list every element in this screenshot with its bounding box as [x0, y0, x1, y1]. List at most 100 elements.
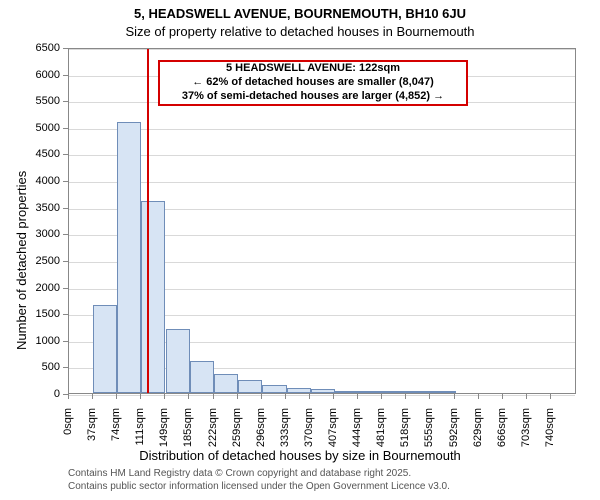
y-tick-label: 6000 — [0, 69, 60, 81]
y-tick-mark — [63, 341, 68, 342]
y-tick-mark — [63, 181, 68, 182]
x-tick-label: 149sqm — [158, 408, 170, 458]
histogram-bar — [432, 391, 456, 393]
x-tick-mark — [381, 394, 382, 399]
histogram-bar — [262, 385, 286, 393]
y-tick-label: 1000 — [0, 335, 60, 347]
x-tick-mark — [68, 394, 69, 399]
y-tick-label: 4500 — [0, 148, 60, 160]
x-tick-mark — [213, 394, 214, 399]
x-tick-mark — [478, 394, 479, 399]
x-tick-mark — [140, 394, 141, 399]
attribution-text: Contains HM Land Registry data © Crown c… — [68, 468, 450, 493]
chart-title-line1: 5, HEADSWELL AVENUE, BOURNEMOUTH, BH10 6… — [0, 6, 600, 21]
x-tick-mark — [164, 394, 165, 399]
chart-title-line2: Size of property relative to detached ho… — [0, 24, 600, 39]
x-tick-mark — [405, 394, 406, 399]
y-tick-mark — [63, 261, 68, 262]
histogram-bar — [335, 391, 359, 393]
histogram-chart: 5, HEADSWELL AVENUE, BOURNEMOUTH, BH10 6… — [0, 0, 600, 500]
histogram-bar — [238, 380, 262, 393]
x-tick-label: 370sqm — [303, 408, 315, 458]
annotation-line2: ← 62% of detached houses are smaller (8,… — [160, 76, 466, 90]
annotation-line1: 5 HEADSWELL AVENUE: 122sqm — [160, 62, 466, 76]
y-tick-label: 2500 — [0, 255, 60, 267]
histogram-bar — [359, 391, 383, 393]
x-tick-mark — [357, 394, 358, 399]
y-tick-mark — [63, 154, 68, 155]
x-tick-label: 0sqm — [62, 408, 74, 458]
x-tick-mark — [237, 394, 238, 399]
x-tick-mark — [116, 394, 117, 399]
y-tick-label: 0 — [0, 388, 60, 400]
y-tick-label: 6500 — [0, 42, 60, 54]
gridline — [69, 395, 575, 396]
x-tick-label: 592sqm — [448, 408, 460, 458]
histogram-bar — [166, 329, 190, 393]
y-tick-mark — [63, 75, 68, 76]
gridline — [69, 182, 575, 183]
histogram-bar — [214, 374, 238, 393]
x-tick-mark — [550, 394, 551, 399]
x-tick-label: 444sqm — [351, 408, 363, 458]
x-tick-label: 703sqm — [520, 408, 532, 458]
histogram-bar — [141, 201, 165, 393]
x-tick-mark — [429, 394, 430, 399]
y-tick-mark — [63, 48, 68, 49]
x-tick-mark — [454, 394, 455, 399]
x-tick-label: 259sqm — [231, 408, 243, 458]
x-tick-label: 407sqm — [327, 408, 339, 458]
y-tick-label: 5000 — [0, 122, 60, 134]
y-tick-label: 5500 — [0, 95, 60, 107]
x-tick-label: 740sqm — [544, 408, 556, 458]
annotation-line3: 37% of semi-detached houses are larger (… — [160, 90, 466, 104]
y-tick-label: 3500 — [0, 202, 60, 214]
gridline — [69, 49, 575, 50]
histogram-bar — [190, 361, 214, 393]
gridline — [69, 155, 575, 156]
x-tick-label: 481sqm — [375, 408, 387, 458]
attribution-line2: Contains public sector information licen… — [68, 481, 450, 494]
x-tick-mark — [502, 394, 503, 399]
y-tick-mark — [63, 234, 68, 235]
x-tick-label: 111sqm — [134, 408, 146, 458]
x-tick-mark — [333, 394, 334, 399]
y-tick-mark — [63, 288, 68, 289]
histogram-bar — [287, 388, 311, 393]
y-tick-mark — [63, 101, 68, 102]
histogram-bar — [93, 305, 117, 393]
reference-line — [147, 49, 149, 393]
x-tick-label: 333sqm — [279, 408, 291, 458]
x-tick-label: 37sqm — [86, 408, 98, 458]
x-tick-label: 74sqm — [110, 408, 122, 458]
y-tick-mark — [63, 208, 68, 209]
attribution-line1: Contains HM Land Registry data © Crown c… — [68, 468, 450, 481]
gridline — [69, 129, 575, 130]
x-tick-mark — [261, 394, 262, 399]
y-tick-label: 3000 — [0, 228, 60, 240]
y-tick-label: 500 — [0, 361, 60, 373]
x-tick-label: 296sqm — [255, 408, 267, 458]
x-tick-label: 629sqm — [472, 408, 484, 458]
x-tick-mark — [309, 394, 310, 399]
y-tick-label: 2000 — [0, 282, 60, 294]
y-tick-mark — [63, 314, 68, 315]
y-tick-label: 4000 — [0, 175, 60, 187]
histogram-bar — [408, 391, 432, 393]
y-tick-mark — [63, 128, 68, 129]
x-tick-mark — [92, 394, 93, 399]
x-tick-mark — [188, 394, 189, 399]
x-tick-mark — [526, 394, 527, 399]
histogram-bar — [384, 391, 408, 393]
x-tick-label: 518sqm — [399, 408, 411, 458]
x-tick-label: 555sqm — [423, 408, 435, 458]
y-tick-mark — [63, 367, 68, 368]
histogram-bar — [311, 389, 335, 393]
x-tick-label: 185sqm — [182, 408, 194, 458]
y-tick-label: 1500 — [0, 308, 60, 320]
reference-annotation-box: 5 HEADSWELL AVENUE: 122sqm ← 62% of deta… — [158, 60, 468, 106]
x-tick-label: 666sqm — [496, 408, 508, 458]
x-tick-label: 222sqm — [207, 408, 219, 458]
x-tick-mark — [285, 394, 286, 399]
histogram-bar — [117, 122, 141, 393]
